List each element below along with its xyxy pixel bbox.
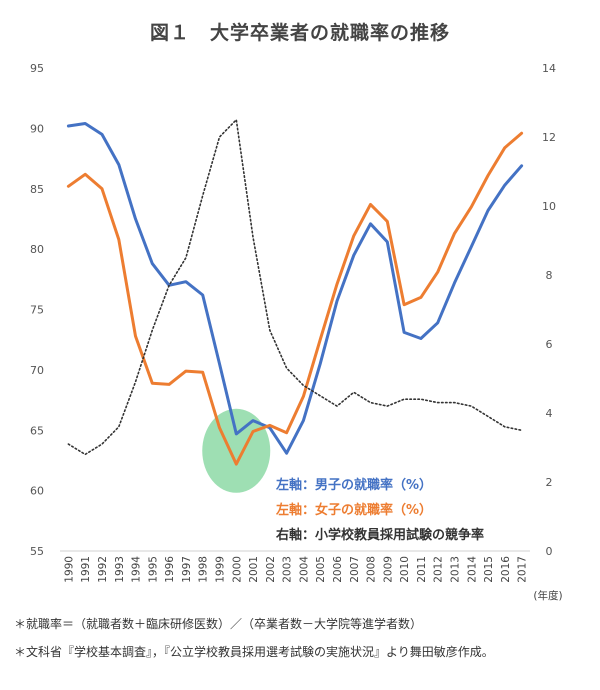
left-tick-label: 90 xyxy=(30,122,44,135)
x-tick-label: 1992 xyxy=(97,556,109,583)
x-tick-label: 1996 xyxy=(164,556,176,583)
x-tick-label: 2007 xyxy=(349,556,361,583)
series-line-0 xyxy=(66,122,524,455)
left-tick-label: 80 xyxy=(30,243,44,256)
right-tick-label: 12 xyxy=(542,131,556,144)
x-tick-label: 1993 xyxy=(114,556,126,583)
right-tick-label: 4 xyxy=(546,407,553,420)
right-tick-label: 2 xyxy=(546,476,553,489)
right-tick-label: 0 xyxy=(546,545,553,558)
right-tick-label: 10 xyxy=(542,200,556,213)
x-tick-label: 2013 xyxy=(449,556,461,583)
x-tick-label: 2005 xyxy=(315,556,327,583)
legend-entry: 左軸：女子の就職率（%） xyxy=(276,502,432,518)
x-axis-label: (年度) xyxy=(533,589,562,602)
x-tick-label: 2001 xyxy=(248,556,260,583)
series-line-1 xyxy=(66,131,524,466)
right-tick-label: 6 xyxy=(546,338,553,351)
x-tick-label: 2012 xyxy=(433,556,445,583)
left-tick-label: 95 xyxy=(30,62,44,75)
left-tick-label: 65 xyxy=(30,424,44,437)
left-tick-label: 75 xyxy=(30,304,44,317)
x-tick-label: 2000 xyxy=(231,556,243,583)
right-tick-label: 8 xyxy=(546,269,553,282)
x-tick-label: 2011 xyxy=(416,556,428,583)
left-tick-label: 55 xyxy=(30,545,44,558)
chart-title: 図１ 大学卒業者の就職率の推移 xyxy=(149,22,450,44)
x-tick-label: 1991 xyxy=(80,556,92,583)
x-tick-label: 2014 xyxy=(466,556,478,583)
chart: 55 60 65 70 75 80 85 90 95 0 2 4 6 8 10 12 14 1990 1991 199… xyxy=(30,62,563,602)
x-tick-label: 2010 xyxy=(399,556,411,583)
legend-entry: 右軸：小学校教員採用試験の競争率 xyxy=(275,527,484,543)
x-tick-label: 2017 xyxy=(517,556,529,583)
right-tick-label: 14 xyxy=(542,62,556,75)
x-tick-label: 1990 xyxy=(63,556,75,583)
x-tick-label: 2016 xyxy=(500,556,512,583)
x-tick-label: 1999 xyxy=(214,556,226,583)
x-tick-label: 2008 xyxy=(366,556,378,583)
x-tick-label: 2006 xyxy=(332,556,344,583)
legend-entry: 左軸：男子の就職率（%） xyxy=(276,477,432,493)
x-tick-label: 2004 xyxy=(298,556,310,583)
x-tick-label: 2003 xyxy=(282,556,294,583)
x-tick-label: 1995 xyxy=(147,556,159,583)
x-tick-label: 1994 xyxy=(131,556,143,583)
highlight-ellipse xyxy=(202,408,271,493)
x-tick-label: 1997 xyxy=(181,556,193,583)
footnote-source: ＊文科省『学校基本調査』，『公立学校教員採用選考試験の実施状況』より舞田敏彦作成… xyxy=(14,645,494,659)
left-tick-label: 85 xyxy=(30,183,44,196)
x-tick-label: 2002 xyxy=(265,556,277,583)
footnote-formula: ＊就職率＝（就職者数＋臨床研修医数）／（卒業者数－大学院等進学者数） xyxy=(14,617,423,631)
left-tick-label: 60 xyxy=(30,485,44,498)
x-tick-label: 1998 xyxy=(198,556,210,583)
series-line-2 xyxy=(67,119,523,456)
left-tick-label: 70 xyxy=(30,364,44,377)
x-tick-label: 2009 xyxy=(382,556,394,583)
x-tick-label: 2015 xyxy=(483,556,495,583)
